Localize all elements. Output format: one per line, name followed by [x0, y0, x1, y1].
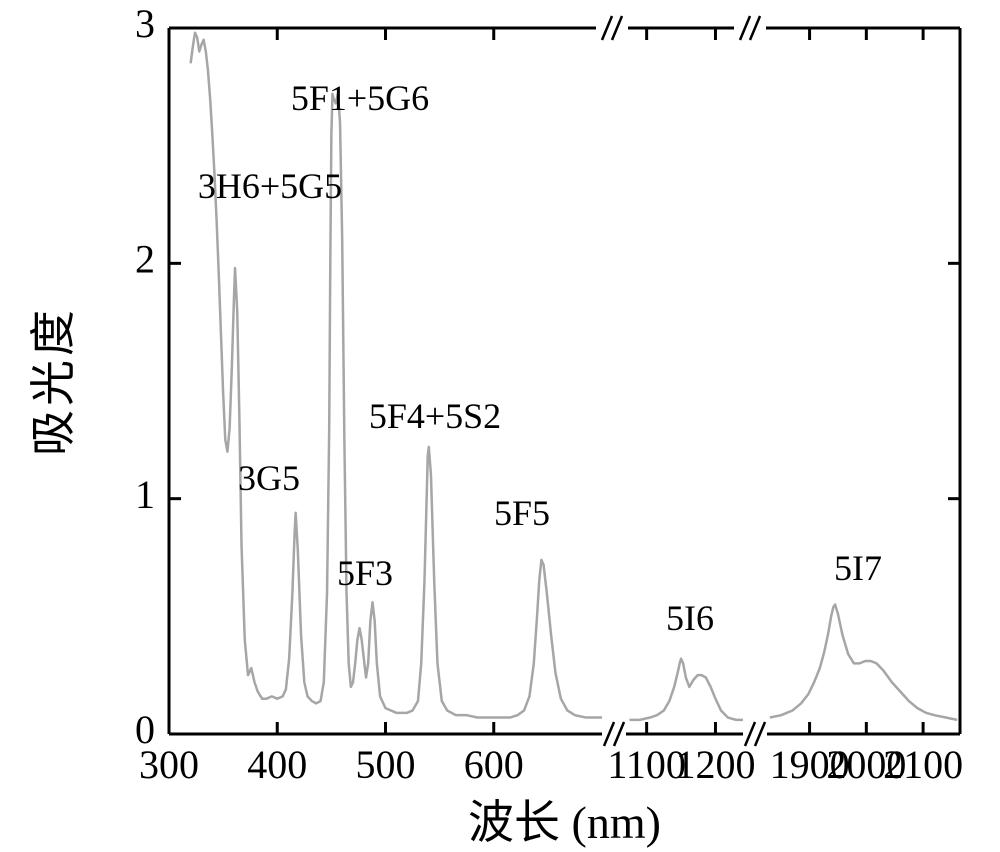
x-tick-label: 1100 [607, 742, 686, 787]
peak-label: 5F4+5S2 [369, 396, 501, 436]
x-tick-label: 600 [464, 742, 524, 787]
y-tick-label: 3 [135, 1, 155, 46]
peak-label: 5I7 [834, 548, 882, 588]
x-tick-label: 1200 [675, 742, 755, 787]
x-tick-label: 400 [247, 742, 307, 787]
peak-label: 5I6 [666, 598, 714, 638]
x-tick-label: 500 [356, 742, 416, 787]
peak-label: 3G5 [238, 458, 300, 498]
peak-label: 5F1+5G6 [291, 78, 429, 118]
peak-label: 3H6+5G5 [198, 166, 342, 206]
spectrum-chart: 012330040050060011001200190020002100波长 (… [0, 0, 1000, 852]
peak-label: 5F5 [494, 493, 550, 533]
x-tick-label: 2100 [883, 742, 963, 787]
y-tick-label: 2 [135, 237, 155, 282]
x-axis-label: 波长 (nm) [468, 797, 661, 848]
x-tick-label: 300 [139, 742, 199, 787]
y-axis-label: 吸光度 [27, 306, 79, 456]
y-tick-label: 1 [135, 472, 155, 517]
peak-label: 5F3 [337, 553, 393, 593]
